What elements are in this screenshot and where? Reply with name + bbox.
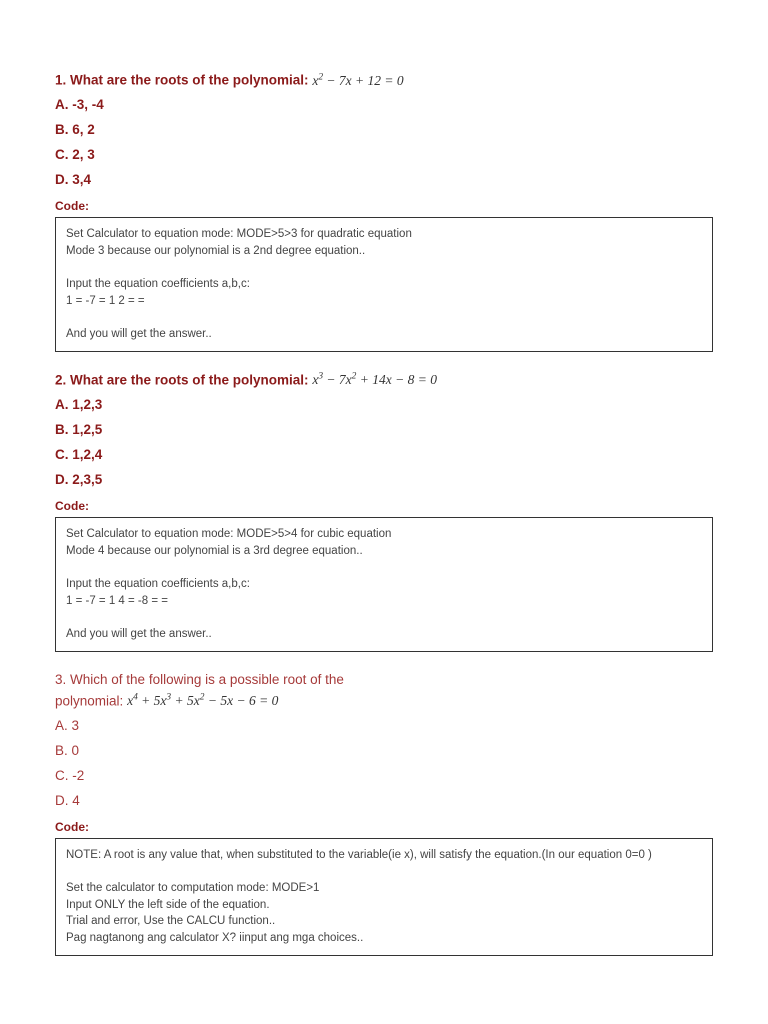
question-3: 3. Which of the following is a possible … [55,670,713,956]
q1-text: What are the roots of the polynomial: [70,73,309,88]
q2-equation: x3 − 7x2 + 14x − 8 = 0 [312,372,437,387]
q2-optC: C. 1,2,4 [55,445,713,466]
q2-optB: B. 1,2,5 [55,420,713,441]
q1-optB: B. 6, 2 [55,120,713,141]
q3-text2: polynomial: [55,693,123,708]
q3-prompt: 3. Which of the following is a possible … [55,670,713,712]
q1-num: 1. [55,73,66,88]
q2-num: 2. [55,372,66,387]
q1-prompt: 1. What are the roots of the polynomial:… [55,70,713,91]
q3-optA: A. 3 [55,716,713,737]
q2-optA: A. 1,2,3 [55,395,713,416]
q1-code-box: Set Calculator to equation mode: MODE>5>… [55,217,713,352]
q2-prompt: 2. What are the roots of the polynomial:… [55,370,713,391]
q2-code-label: Code: [55,499,713,513]
q3-optC: C. -2 [55,766,713,787]
q2-optD: D. 2,3,5 [55,470,713,491]
q3-optD: D. 4 [55,791,713,812]
question-2: 2. What are the roots of the polynomial:… [55,370,713,652]
q3-equation: x4 + 5x3 + 5x2 − 5x − 6 = 0 [127,693,278,708]
q3-code-box: NOTE: A root is any value that, when sub… [55,838,713,956]
q1-code-label: Code: [55,199,713,213]
q3-code-label: Code: [55,820,713,834]
q1-optD: D. 3,4 [55,170,713,191]
q3-optB: B. 0 [55,741,713,762]
question-1: 1. What are the roots of the polynomial:… [55,70,713,352]
q1-optC: C. 2, 3 [55,145,713,166]
q1-optA: A. -3, -4 [55,95,713,116]
q1-equation: x2 − 7x + 12 = 0 [312,73,403,88]
q2-text: What are the roots of the polynomial: [70,372,309,387]
q3-num: 3. [55,672,66,687]
q2-code-box: Set Calculator to equation mode: MODE>5>… [55,517,713,652]
q3-text1: Which of the following is a possible roo… [70,672,344,687]
